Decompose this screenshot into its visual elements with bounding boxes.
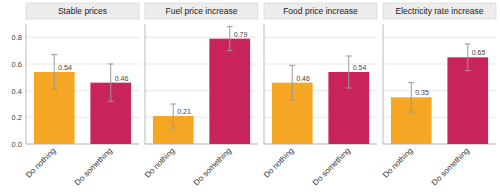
error-cap bbox=[465, 70, 471, 71]
error-line bbox=[229, 27, 230, 51]
bar bbox=[209, 39, 250, 144]
error-line bbox=[348, 56, 349, 88]
panel-title: Food price increase bbox=[283, 6, 358, 16]
x-tick-label: Do nothing bbox=[262, 146, 296, 180]
error-cap bbox=[289, 100, 295, 101]
error-cap bbox=[346, 88, 352, 89]
error-cap bbox=[51, 54, 57, 55]
error-bar bbox=[346, 56, 352, 88]
data-label: 0.46 bbox=[115, 75, 129, 82]
error-line bbox=[110, 64, 111, 101]
y-axis-line bbox=[145, 24, 146, 144]
error-cap bbox=[227, 26, 233, 27]
error-bar bbox=[51, 55, 57, 90]
error-line bbox=[467, 44, 468, 71]
x-tick-label: Do nothing bbox=[381, 146, 415, 180]
error-cap bbox=[227, 50, 233, 51]
data-label: 0.65 bbox=[472, 49, 486, 56]
error-bar bbox=[465, 44, 471, 71]
error-cap bbox=[51, 89, 57, 90]
error-bar bbox=[289, 65, 295, 100]
marks bbox=[153, 27, 250, 144]
panel-title: Electricity rate increase bbox=[396, 6, 484, 16]
y-tick-label: 0.2 bbox=[12, 113, 22, 122]
y-tick-label: 0.6 bbox=[12, 60, 22, 69]
error-cap bbox=[408, 112, 414, 113]
data-label: 0.35 bbox=[415, 89, 429, 96]
error-cap bbox=[108, 64, 114, 65]
error-cap bbox=[170, 128, 176, 129]
error-bar bbox=[227, 27, 233, 51]
panel-title: Fuel price increase bbox=[166, 6, 238, 16]
grid-line bbox=[264, 37, 377, 38]
title-strip bbox=[383, 3, 496, 19]
error-cap bbox=[170, 104, 176, 105]
marks bbox=[391, 44, 488, 144]
error-cap bbox=[346, 56, 352, 57]
title-strip bbox=[145, 3, 258, 19]
data-label: 0.21 bbox=[177, 108, 191, 115]
error-cap bbox=[108, 101, 114, 102]
error-cap bbox=[408, 82, 414, 83]
x-tick-label: Do something bbox=[192, 146, 233, 187]
grid-line bbox=[383, 37, 496, 38]
error-line bbox=[292, 65, 293, 100]
marks bbox=[272, 56, 369, 144]
x-tick-label: Do nothing bbox=[143, 146, 177, 180]
error-line bbox=[54, 55, 55, 90]
x-tick-label: Do something bbox=[430, 146, 471, 187]
error-bar bbox=[408, 83, 414, 112]
bar bbox=[447, 57, 488, 144]
y-axis-line bbox=[383, 24, 384, 144]
error-cap bbox=[465, 44, 471, 45]
error-line bbox=[173, 104, 174, 128]
y-tick-label: 0.0 bbox=[12, 140, 22, 149]
data-label: 0.46 bbox=[296, 75, 310, 82]
x-tick-label: Do something bbox=[311, 146, 352, 187]
panel: Food price increase 0.46 Do nothing 0.54 Do … bbox=[262, 3, 377, 187]
title-strip bbox=[264, 3, 377, 19]
panel: Electricity rate increase 0.35 Do nothing 0… bbox=[381, 3, 496, 187]
panel-title: Stable prices bbox=[58, 6, 107, 16]
grid-line bbox=[26, 37, 139, 38]
error-line bbox=[411, 83, 412, 112]
data-label: 0.54 bbox=[353, 64, 367, 71]
x-tick-label: Do nothing bbox=[24, 146, 58, 180]
error-bar bbox=[170, 104, 176, 128]
y-axis-line bbox=[264, 24, 265, 144]
y-tick-label: 0.4 bbox=[12, 87, 22, 96]
grid-line bbox=[26, 64, 139, 65]
chart-figure: Stable prices 0.0 0.2 0.4 0.6 0.8 0.54 Do nothi… bbox=[0, 0, 500, 192]
panel: Fuel price increase 0.21 Do nothing 0.79 Do … bbox=[143, 3, 258, 187]
panel: Stable prices 0.0 0.2 0.4 0.6 0.8 0.54 Do nothi… bbox=[12, 3, 139, 187]
marks bbox=[34, 55, 131, 144]
data-label: 0.79 bbox=[234, 31, 248, 38]
title-strip bbox=[26, 3, 139, 19]
error-cap bbox=[289, 65, 295, 66]
y-axis-line bbox=[26, 24, 27, 144]
x-tick-label: Do something bbox=[73, 146, 114, 187]
y-tick-label: 0.8 bbox=[12, 33, 22, 42]
data-label: 0.54 bbox=[58, 64, 72, 71]
error-bar bbox=[108, 64, 114, 101]
